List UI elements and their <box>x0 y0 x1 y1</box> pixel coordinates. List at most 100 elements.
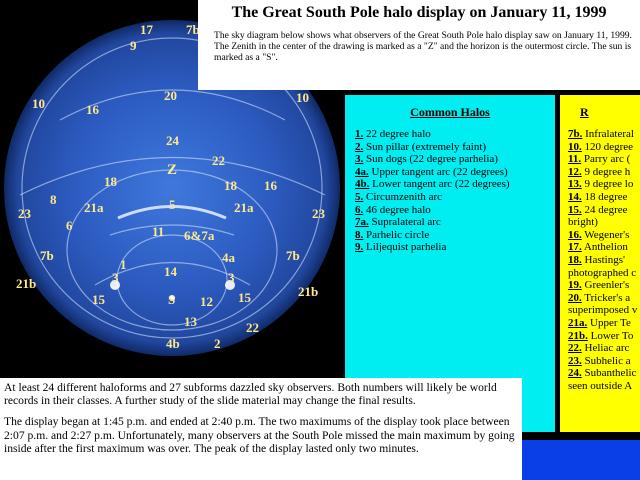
list-item[interactable]: 8. Parhelic circle <box>355 229 555 242</box>
diagram-label: 4b <box>166 336 180 351</box>
list-item[interactable]: 14. 18 degree <box>568 191 640 204</box>
rare-halos-list: 7b. Infralateral 10. 120 degree 11. Parr… <box>560 128 640 392</box>
item-number[interactable]: 20. <box>568 291 582 304</box>
list-item[interactable]: 24. Subanthelic <box>568 367 640 380</box>
list-item[interactable]: 7a. Supralateral arc <box>355 216 555 229</box>
list-item[interactable]: 21b. Lower To <box>568 330 640 343</box>
item-text: superimposed v <box>568 304 638 317</box>
item-number[interactable]: 2. <box>355 140 364 153</box>
item-number[interactable]: 4a. <box>355 165 369 178</box>
item-number[interactable]: 5. <box>355 190 364 203</box>
list-item[interactable]: 11. Parry arc ( <box>568 153 640 166</box>
item-number[interactable]: 4b. <box>355 178 370 191</box>
item-text: photographed c <box>568 266 637 279</box>
item-text: Upper Te <box>587 316 631 329</box>
diagram-label: 5 <box>169 197 176 212</box>
diagram-label: 12 <box>200 294 213 309</box>
header-panel: The Great South Pole halo display on Jan… <box>198 0 640 90</box>
item-number[interactable]: 22. <box>568 342 582 355</box>
diagram-label: 15 <box>238 290 251 305</box>
item-text: Tricker's a <box>581 291 631 304</box>
diagram-label: 1 <box>120 257 127 272</box>
item-text: Sun pillar (extremely faint) <box>363 140 487 153</box>
diagram-label: 4a <box>222 250 235 265</box>
item-number[interactable]: 6. <box>355 203 364 216</box>
list-item[interactable]: 12. 9 degree h <box>568 166 640 179</box>
list-item: photographed c <box>568 267 640 280</box>
list-item[interactable]: 2. Sun pillar (extremely faint) <box>355 141 555 154</box>
diagram-label: 21a <box>84 200 104 215</box>
item-text: bright) <box>568 216 598 229</box>
common-halos-panel: Common Halos 1. 22 degree halo 2. Sun pi… <box>345 95 555 432</box>
list-item[interactable]: 13. 9 degree lo <box>568 178 640 191</box>
list-item[interactable]: 1. 22 degree halo <box>355 128 555 141</box>
list-item[interactable]: 5. Circumzenith arc <box>355 191 555 204</box>
list-item[interactable]: 22. Heliac arc <box>568 342 640 355</box>
item-number[interactable]: 19. <box>568 279 582 292</box>
item-text: Upper tangent arc (22 degrees) <box>368 165 508 178</box>
item-number[interactable]: 16. <box>568 228 582 241</box>
diagram-label: 21b <box>16 276 37 291</box>
item-number[interactable]: 21b. <box>568 329 588 342</box>
item-number[interactable]: 23. <box>568 354 582 367</box>
item-number[interactable]: 1. <box>355 128 364 140</box>
list-item[interactable]: 10. 120 degree <box>568 141 640 154</box>
list-item[interactable]: 9. Liljequist parhelia <box>355 241 555 254</box>
item-text: Lower To <box>587 329 634 342</box>
item-text: 24 degree <box>581 203 628 216</box>
item-text: Liljequist parhelia <box>363 241 447 254</box>
list-item[interactable]: 17. Anthelion <box>568 241 640 254</box>
body-text-panel: At least 24 different haloforms and 27 s… <box>0 378 522 480</box>
diagram-label: 7b <box>286 248 300 263</box>
list-item[interactable]: 15. 24 degree <box>568 204 640 217</box>
diagram-label: 2 <box>214 336 221 351</box>
item-number[interactable]: 8. <box>355 228 364 241</box>
item-number[interactable]: 9. <box>355 241 364 254</box>
diagram-label: 16 <box>264 178 277 193</box>
item-number[interactable]: 15. <box>568 203 582 216</box>
list-item[interactable]: 4b. Lower tangent arc (22 degrees) <box>355 178 555 191</box>
diagram-label: 21b <box>298 284 319 299</box>
list-item[interactable]: 3. Sun dogs (22 degree parhelia) <box>355 153 555 166</box>
item-number[interactable]: 14. <box>568 190 582 203</box>
list-item[interactable]: 19. Greenler's <box>568 279 640 292</box>
item-text: 18 degree <box>581 190 628 203</box>
diagram-label: 3 <box>112 270 119 285</box>
item-text: Parry arc ( <box>581 153 631 166</box>
list-item[interactable]: 23. Subhelic a <box>568 355 640 368</box>
item-text: Heliac arc <box>581 342 630 355</box>
item-text: Sun dogs (22 degree parhelia) <box>363 153 498 166</box>
diagram-label: 9 <box>130 38 137 53</box>
list-item[interactable]: 4a. Upper tangent arc (22 degrees) <box>355 166 555 179</box>
item-number[interactable]: 13. <box>568 178 582 191</box>
list-item[interactable]: 21a. Upper Te <box>568 317 640 330</box>
list-item[interactable]: 6. 46 degree halo <box>355 204 555 217</box>
list-item[interactable]: 20. Tricker's a <box>568 292 640 305</box>
item-number[interactable]: 17. <box>568 241 582 254</box>
item-number[interactable]: 7b. <box>568 128 583 140</box>
list-item: superimposed v <box>568 304 640 317</box>
item-number[interactable]: 18. <box>568 253 582 266</box>
item-number[interactable]: 10. <box>568 140 582 153</box>
item-number[interactable]: 21a. <box>568 316 588 329</box>
body-paragraph: At least 24 different haloforms and 27 s… <box>4 381 497 408</box>
list-item[interactable]: 16. Wegener's <box>568 229 640 242</box>
item-text: 120 degree <box>581 140 634 153</box>
item-number[interactable]: 12. <box>568 165 582 178</box>
blue-bar <box>522 440 640 480</box>
list-item[interactable]: 18. Hastings' <box>568 254 640 267</box>
diagram-label: 18 <box>104 174 117 189</box>
diagram-label: 7b <box>186 22 200 37</box>
header-description: The sky diagram below shows what observe… <box>214 30 632 63</box>
item-number[interactable]: 11. <box>568 153 582 166</box>
page-title: The Great South Pole halo display on Jan… <box>231 4 607 21</box>
item-number[interactable]: 7a. <box>355 216 369 229</box>
sun-label: S <box>168 292 176 307</box>
list-item: seen outside A <box>568 380 640 393</box>
item-number[interactable]: 3. <box>355 153 364 166</box>
item-text: Wegener's <box>581 228 630 241</box>
list-item[interactable]: 7b. Infralateral <box>568 128 640 141</box>
diagram-label: 14 <box>164 264 177 279</box>
diagram-label: 13 <box>184 314 197 329</box>
item-number[interactable]: 24. <box>568 367 582 380</box>
